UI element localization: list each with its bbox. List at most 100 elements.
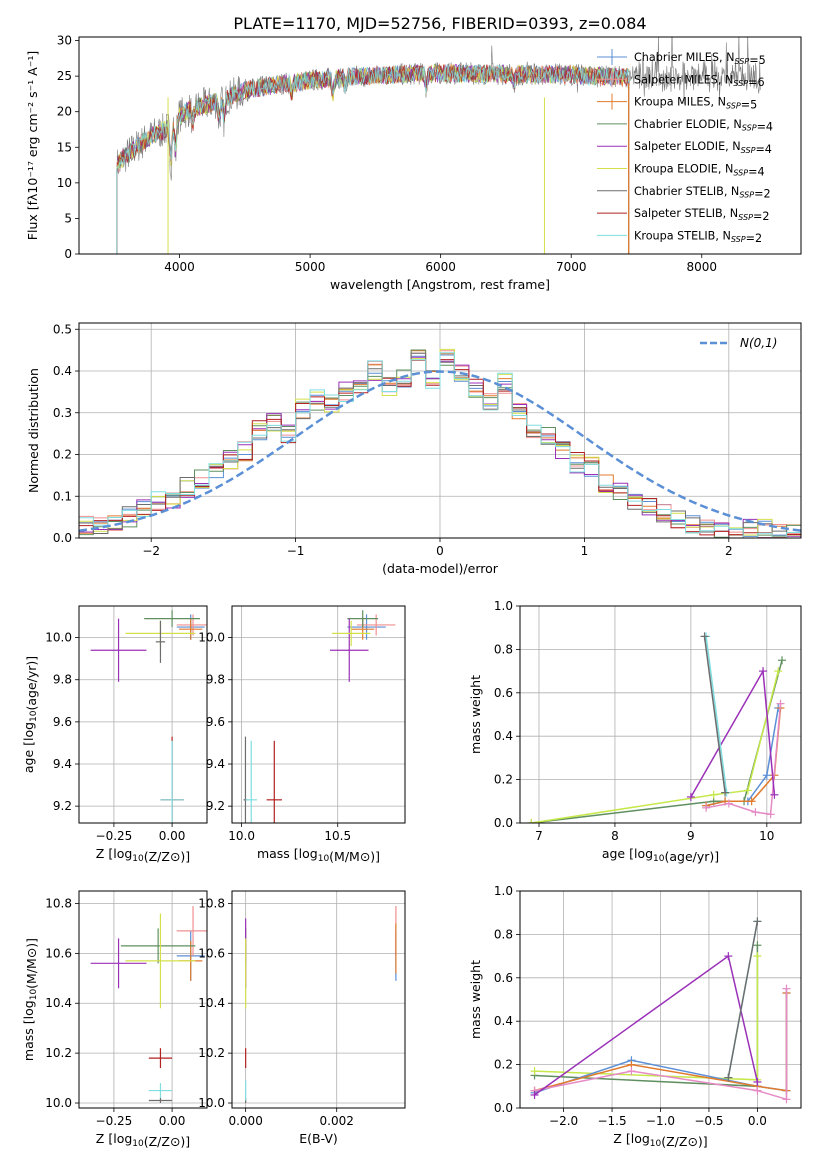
label-part: (Z/Z⊙)]	[661, 1134, 707, 1149]
y-tick-label: 10.0	[45, 1096, 72, 1110]
y-tick-label: 10.0	[198, 631, 225, 645]
label-part: Chabrier ELODIE, N	[634, 118, 742, 131]
plot-area	[90, 610, 207, 823]
x-tick-label: −2	[142, 544, 160, 558]
x-tick-label: 0	[436, 544, 444, 558]
x-tick-label: −0.25	[96, 829, 133, 843]
y-axis-label: Normed distribution	[26, 368, 41, 493]
x-tick-label: 7	[535, 829, 543, 843]
x-axis-label: Z [log10(Z/Z⊙)]	[96, 1131, 190, 1149]
label-part: Chabrier MILES, N	[634, 51, 734, 64]
y-tick-label: 10.2	[45, 1046, 72, 1060]
y-tick-label: 10.2	[198, 1046, 225, 1060]
label-part: Z [	[613, 1131, 630, 1146]
y-tick-label: 9.6	[206, 715, 225, 729]
x-tick-label: 7000	[556, 260, 587, 274]
y-tick-label: 9.8	[53, 673, 72, 687]
label-part: (data-model)/error	[382, 561, 499, 576]
y-tick-label: 0.2	[494, 773, 513, 787]
axes-frame	[231, 890, 406, 1109]
x-tick-label: 0.002	[320, 1114, 354, 1128]
label-part: log	[631, 1131, 650, 1146]
y-tick-label: 9.6	[53, 715, 72, 729]
x-tick-label: 9	[687, 829, 695, 843]
plot-area	[116, 37, 761, 254]
label-subscript: SSP	[738, 213, 753, 222]
label-part: =2	[746, 232, 763, 245]
plot-area	[243, 610, 396, 823]
legend-label: Kroupa ELODIE, NSSP=4	[634, 163, 765, 179]
model-line-ch_stelib	[116, 63, 630, 166]
y-tick-label: 10.0	[45, 631, 72, 645]
label-part: mass weight	[468, 960, 483, 1039]
x-axis-label: mass [log10(M/M⊙)]	[257, 846, 380, 864]
y-tick-label: 10.8	[198, 896, 225, 910]
label-part: mass weight	[468, 675, 483, 754]
x-tick-label: 8000	[687, 260, 718, 274]
y-tick-label: 0.8	[494, 927, 513, 941]
y-tick-label: 10.6	[198, 946, 225, 960]
y-axis-label: Flux [fλ10⁻¹⁷ erg cm⁻² s⁻¹ A⁻¹]	[25, 51, 40, 240]
label-part: =4	[757, 121, 774, 134]
panel-mass_vs_ebv: 0.000 0.002 10.0 10.2 10.4 10.6 10.8 E(B-V)	[198, 890, 406, 1146]
y-axis-label: age [log10(age/yr)]	[21, 656, 39, 773]
axes-frame	[519, 890, 802, 1109]
legend-label: Chabrier ELODIE, NSSP=4	[634, 118, 773, 134]
label-part: Salpeter ELODIE, N	[634, 140, 741, 153]
label-part: (age/yr)]	[24, 656, 39, 711]
y-tick-label: 0.6	[494, 686, 513, 700]
y-tick-label: 9.2	[206, 799, 225, 813]
label-part: Flux [fλ10⁻¹⁷ erg cm⁻² s⁻¹ A⁻¹]	[25, 51, 40, 240]
label-part: Z [	[96, 1131, 113, 1146]
label-part: log	[21, 722, 36, 741]
label-part: =5	[741, 98, 758, 111]
label-part: (Z/Z⊙)]	[144, 1134, 190, 1149]
label-part: log	[113, 1131, 132, 1146]
axes-frame	[519, 605, 802, 824]
y-tick-label: 10.6	[45, 946, 72, 960]
label-subscript: SSP	[742, 124, 757, 133]
label-part: =2	[754, 188, 771, 201]
weight-line-kr_elodie_w	[531, 670, 779, 823]
label-subscript: SSP	[726, 101, 741, 110]
label-part: age [	[21, 741, 36, 773]
panel-residuals: −2 −1 0 1 2 0.0 0.1 0.2 0.3 0.4 0.5 (data-model)/er…	[26, 322, 802, 576]
label-part: =4	[748, 165, 765, 178]
label-part: Z [	[96, 846, 113, 861]
label-part: =5	[749, 54, 766, 67]
label-part: Kroupa MILES, N	[634, 96, 726, 109]
label-part: mass [	[21, 1019, 36, 1061]
x-tick-label: −1.5	[597, 1114, 626, 1128]
y-tick-label: 20	[57, 105, 72, 119]
label-part: (age/yr)]	[664, 849, 719, 864]
label-part: =2	[753, 210, 770, 223]
weight-line-sa_elodie	[534, 954, 759, 1096]
chart-panels: 4000 5000 6000 7000 8000051015202530waveleng…	[21, 34, 802, 1149]
panel-age_vs_Z: −0.25 0.009.29.49.69.810.0Z [log10(Z/Z⊙)]…	[21, 605, 208, 864]
label-part: wavelength [Angstrom, rest frame]	[330, 277, 550, 292]
x-tick-label: 1	[581, 544, 589, 558]
label-part: Kroupa STELIB, N	[634, 229, 731, 242]
label-subscript: SSP	[733, 168, 748, 177]
label-part: age [	[602, 846, 634, 861]
label-part: (M/M⊙)]	[24, 938, 39, 989]
y-tick-label: 0.2	[494, 1058, 513, 1072]
label-part: Salpeter MILES, N	[634, 73, 733, 86]
x-axis-label: wavelength [Angstrom, rest frame]	[330, 277, 550, 292]
y-tick-label: 0.0	[53, 531, 72, 545]
x-tick-label: −0.25	[96, 1114, 133, 1128]
label-subscript: 10	[132, 854, 144, 864]
label-subscript: 10	[318, 854, 330, 864]
axes-frame	[78, 36, 802, 255]
x-tick-label: 5000	[295, 260, 326, 274]
weight-line-ch_stelib	[703, 636, 726, 793]
weight-line-kr_stelib	[705, 636, 728, 793]
y-axis-label: mass weight	[468, 960, 483, 1039]
y-tick-label: 0.0	[494, 1101, 513, 1115]
y-tick-label: 0.3	[53, 406, 72, 420]
weight-line-kr_elodie_w	[534, 956, 759, 1081]
label-part: Salpeter STELIB, N	[634, 207, 738, 220]
label-subscript: SSP	[741, 146, 756, 155]
